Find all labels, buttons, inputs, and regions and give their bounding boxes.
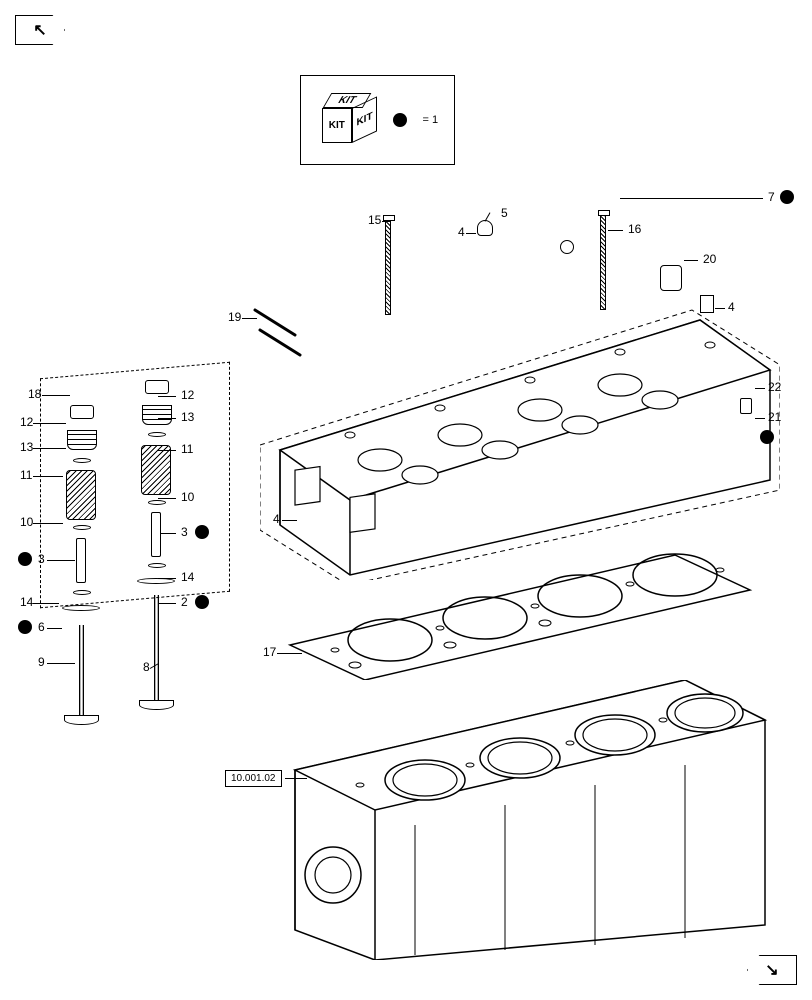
leader-line: [158, 418, 176, 419]
leader-line: [47, 560, 75, 561]
kit-dot-marker: [760, 430, 774, 444]
callout-18: 18: [25, 387, 44, 401]
leader-line: [158, 396, 176, 397]
callout-15: 15: [365, 213, 384, 227]
leader-line: [277, 653, 302, 654]
leader-line: [158, 578, 176, 579]
valve-seat: [62, 605, 100, 611]
head-bolt: [600, 215, 606, 310]
callout-10: 10: [17, 515, 36, 529]
callout-14b: 14: [178, 570, 197, 584]
kit-dot-marker: [18, 552, 32, 566]
kit-cube-icon: KIT KIT KIT: [317, 93, 377, 148]
callout-22: 22: [765, 380, 784, 394]
leader-line: [285, 778, 307, 779]
bolt-head-icon: [598, 210, 610, 216]
intake-valve-stem: [79, 625, 84, 715]
leader-line: [755, 418, 765, 419]
leader-line: [47, 628, 62, 629]
callout-13: 13: [17, 440, 36, 454]
plug: [560, 240, 574, 254]
leader-line: [33, 448, 66, 449]
kit-dot-icon: [393, 113, 407, 127]
freeze-plug: [740, 398, 752, 414]
callout-13b: 13: [178, 410, 197, 424]
callout-17: 17: [260, 645, 279, 659]
leader-line: [33, 523, 63, 524]
head-bolt: [385, 220, 391, 315]
kit-dot-marker: [780, 190, 794, 204]
callout-2: 2: [178, 595, 191, 609]
arrow-back-icon: ↖: [33, 20, 46, 40]
stud-pair: [250, 300, 320, 360]
callout-6: 6: [35, 620, 48, 634]
sensor-plug: [660, 265, 682, 291]
head-gasket-drawing: [280, 550, 760, 680]
valve-assembly-region: [30, 380, 230, 750]
leader-line: [608, 230, 623, 231]
leader-line: [33, 476, 63, 477]
callout-9: 9: [35, 655, 48, 669]
callout-19: 19: [225, 310, 244, 324]
dowel-pin: [700, 295, 714, 313]
callout-12: 12: [17, 415, 36, 429]
valve-kit-boundary: [40, 362, 230, 609]
leader-line: [282, 520, 297, 521]
callout-20: 20: [700, 252, 719, 266]
leader-line: [33, 603, 59, 604]
leader-line: [620, 198, 763, 199]
engine-block-drawing: [285, 680, 775, 960]
callout-11b: 11: [178, 442, 196, 456]
intake-valve-head: [64, 715, 99, 725]
callout-16: 16: [625, 222, 644, 236]
exhaust-valve-stem: [154, 595, 159, 700]
leader-line: [382, 221, 390, 222]
plug-cap: [477, 220, 493, 236]
leader-line: [755, 388, 765, 389]
callout-4c: 4: [270, 512, 283, 526]
callout-3b: 3: [178, 525, 191, 539]
kit-dot-marker: [195, 525, 209, 539]
exhaust-valve-head: [139, 700, 174, 710]
leader-line: [33, 423, 66, 424]
leader-line: [47, 663, 75, 664]
leader-line: [715, 308, 725, 309]
reference-block-label: 10.001.02: [225, 770, 282, 787]
leader-line: [684, 260, 698, 261]
engine-block-region: [285, 680, 775, 960]
kit-legend-box: KIT KIT KIT = 1: [300, 75, 455, 165]
callout-4b: 4: [725, 300, 738, 314]
leader-line: [158, 603, 176, 604]
nav-back-icon[interactable]: ↖: [15, 15, 65, 45]
callout-12b: 12: [178, 388, 197, 402]
callout-10b: 10: [178, 490, 197, 504]
callout-3: 3: [35, 552, 48, 566]
leader-line: [242, 318, 257, 319]
callout-4: 4: [455, 225, 468, 239]
kit-dot-marker: [18, 620, 32, 634]
cylinder-head-drawing: [260, 280, 780, 580]
callout-14: 14: [17, 595, 36, 609]
leader-line: [160, 533, 176, 534]
kit-dot-marker: [195, 595, 209, 609]
callout-11: 11: [17, 468, 35, 482]
kit-legend-label: = 1: [423, 114, 439, 126]
leader-line: [158, 450, 176, 451]
callout-7: 7: [765, 190, 778, 204]
kit-front-face: KIT: [322, 108, 352, 143]
callout-21: 21: [765, 410, 784, 424]
cylinder-head-region: [260, 280, 780, 580]
leader-line: [158, 498, 176, 499]
callout-5: 5: [498, 206, 511, 220]
head-gasket-region: [280, 550, 760, 670]
arrow-forward-icon: ↘: [765, 960, 778, 980]
leader-line: [42, 395, 70, 396]
leader-line: [466, 233, 476, 234]
